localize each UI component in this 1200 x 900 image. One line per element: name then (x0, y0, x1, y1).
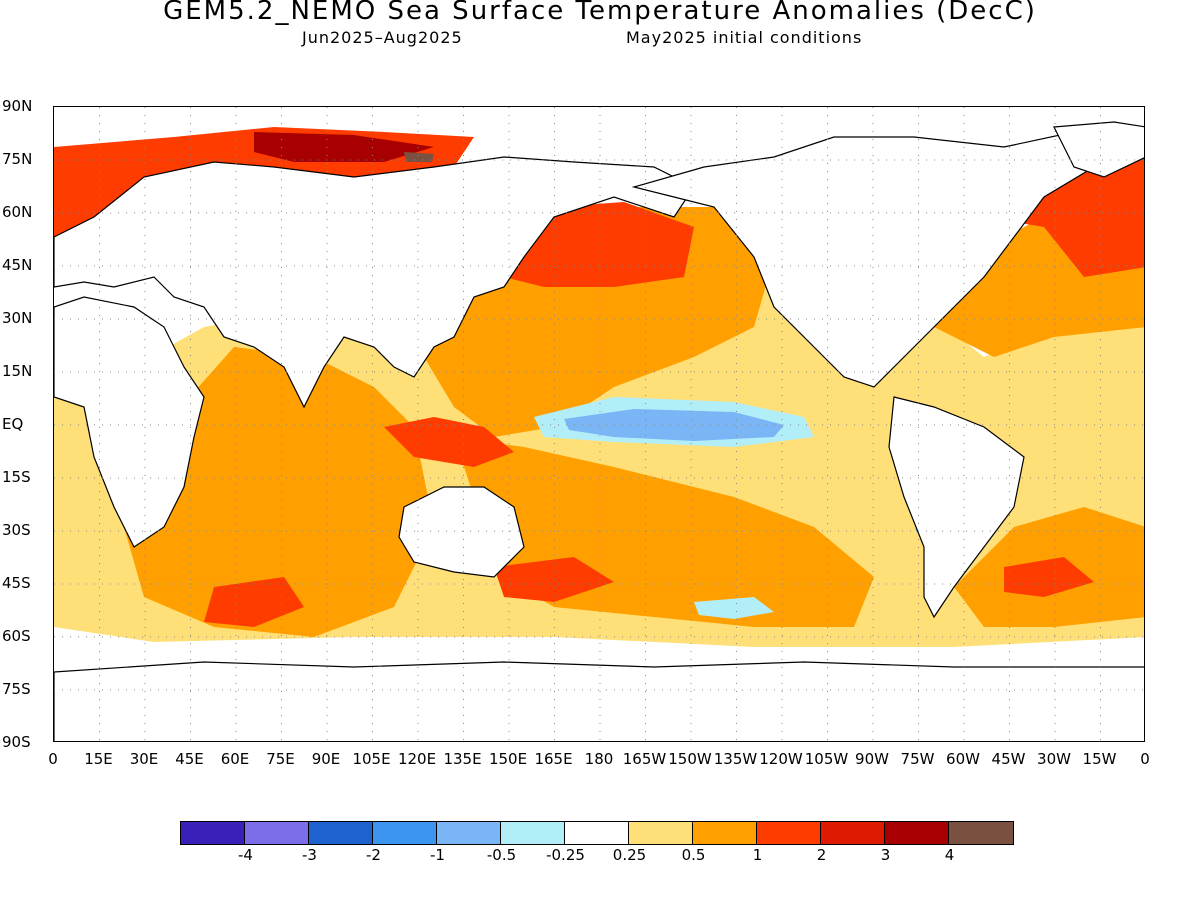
anomaly-red-south-indian (204, 577, 304, 627)
legend-label: 1 (752, 846, 763, 864)
legend-swatch (565, 822, 629, 844)
lat-label: 75S (2, 680, 31, 698)
anomaly-red-south-atlantic (1004, 557, 1094, 597)
lon-label: 60W (946, 750, 980, 768)
forecast-period: Jun2025–Aug2025 (302, 28, 463, 47)
lon-label: 180 (584, 750, 614, 768)
legend-label: 3 (880, 846, 891, 864)
lon-label: 165E (534, 750, 573, 768)
legend-label: 0.25 (612, 846, 647, 864)
lat-label: 60S (2, 627, 31, 645)
legend-label: -0.5 (486, 846, 517, 864)
legend-label: -0.25 (546, 846, 585, 864)
lon-label: 75W (900, 750, 935, 768)
lat-label: 30N (2, 309, 33, 327)
legend-swatch (629, 822, 693, 844)
map-canvas (54, 107, 1144, 741)
lat-label: EQ (2, 415, 24, 433)
lon-label: 75E (266, 750, 295, 768)
legend-swatch (693, 822, 757, 844)
legend-swatch (437, 822, 501, 844)
lon-label: 165W (622, 750, 667, 768)
lon-label: 15W (1082, 750, 1117, 768)
land-antarctica (54, 661, 1144, 741)
legend-swatch (757, 822, 821, 844)
color-scale-legend (180, 821, 1014, 845)
lon-label: 90E (311, 750, 341, 768)
lat-label: 75N (2, 150, 33, 168)
legend-label: 2 (816, 846, 827, 864)
land-australia (398, 486, 525, 578)
legend-label: -3 (302, 846, 317, 864)
legend-label: -1 (430, 846, 445, 864)
lat-label: 15N (2, 362, 33, 380)
anomaly-red-maritime (384, 417, 514, 467)
land-greenland (1053, 121, 1144, 178)
lon-label: 150W (668, 750, 712, 768)
map-title: GEM5.2_NEMO Sea Surface Temperature Anom… (163, 0, 1037, 26)
lon-label: 120W (759, 750, 803, 768)
land-africa (54, 296, 205, 548)
lon-label: 150E (488, 750, 528, 768)
anomaly-brown-arctic (404, 152, 434, 162)
lat-label: 60N (2, 203, 33, 221)
lat-label: 15S (2, 468, 31, 486)
lat-label: 45N (2, 256, 33, 274)
lat-label: 90S (2, 733, 31, 751)
land-south-america (888, 396, 1025, 619)
land-eurasia (54, 156, 695, 409)
legend-swatch (373, 822, 437, 844)
lon-label: 135E (443, 750, 482, 768)
legend-swatch (885, 822, 949, 844)
legend-label: 4 (944, 846, 955, 864)
legend-label: -2 (366, 846, 381, 864)
lon-label: 90W (855, 750, 889, 768)
sst-anomaly-map (53, 106, 1145, 742)
land-north-america (631, 131, 1116, 388)
legend-swatch (949, 822, 1013, 844)
legend-swatch (181, 822, 245, 844)
legend-label: -4 (238, 846, 253, 864)
legend-label: 0.5 (681, 846, 706, 864)
legend-swatch (501, 822, 565, 844)
initial-conditions: May2025 initial conditions (626, 28, 863, 47)
anomaly-blue-equatorial-pacific (564, 409, 784, 441)
lon-label: 135W (713, 750, 758, 768)
legend-swatch (821, 822, 885, 844)
anomaly-orange-indian (124, 347, 434, 637)
lon-label: 45E (175, 750, 204, 768)
lon-label: 105E (352, 750, 391, 768)
lon-label: 45W (991, 750, 1026, 768)
anomaly-darkred-arctic (254, 132, 434, 162)
continents (54, 121, 1144, 741)
lon-label: 15E (84, 750, 113, 768)
lon-label: 0 (1140, 750, 1150, 768)
lat-label: 90N (2, 97, 33, 115)
lon-label: 120E (397, 750, 437, 768)
legend-swatch (245, 822, 309, 844)
anomaly-cool-south-pacific (694, 597, 774, 619)
lat-label: 30S (2, 521, 31, 539)
lon-label: 30W (1037, 750, 1071, 768)
legend-swatch (309, 822, 373, 844)
lon-label: 0 (48, 750, 58, 768)
lon-label: 60E (220, 750, 250, 768)
lon-label: 105W (804, 750, 849, 768)
lat-label: 45S (2, 574, 31, 592)
lon-label: 30E (129, 750, 159, 768)
